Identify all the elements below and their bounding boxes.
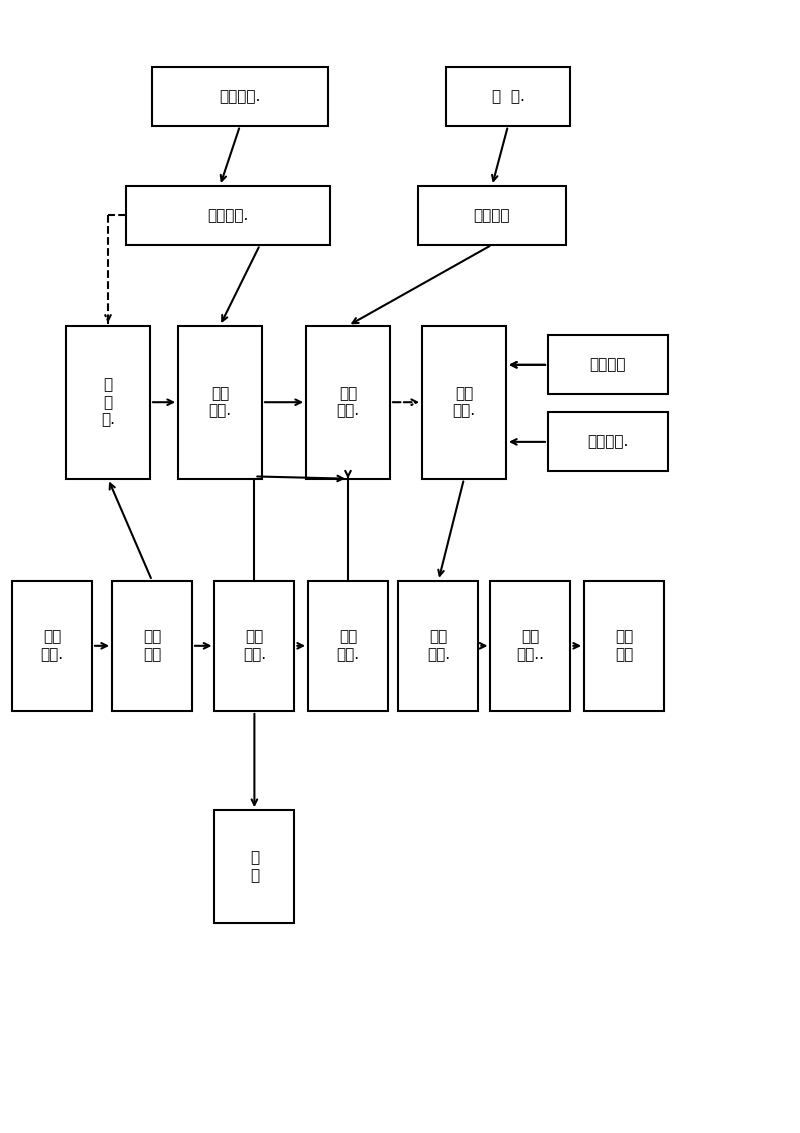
Text: 人畜粪便.: 人畜粪便. [587,434,629,450]
Bar [308,580,388,712]
Bar [214,810,294,923]
Text: 水力
破碎.: 水力 破碎. [209,386,231,418]
Text: 离心
分离.: 离心 分离. [243,630,266,662]
Text: 秸  秆.: 秸 秆. [491,88,525,104]
Bar [306,326,390,478]
Text: 剩余污泥: 剩余污泥 [590,357,626,373]
Bar [584,580,664,712]
Text: 除
油: 除 油 [250,851,259,883]
Text: 干
物
质.: 干 物 质. [101,377,115,427]
Bar [214,580,294,712]
Text: 综合分选.: 综合分选. [207,207,249,223]
Text: 菜刀破碎: 菜刀破碎 [474,207,510,223]
Bar [152,67,328,126]
Text: 切割
破碎.: 切割 破碎. [427,630,450,662]
Bar [112,580,192,712]
Bar [398,580,478,712]
Bar [548,412,668,471]
Bar [178,326,262,478]
Text: 旋流
除砂.: 旋流 除砂. [337,386,359,418]
Bar [12,580,92,712]
Bar [126,186,330,245]
Text: 粪污
垃圾.: 粪污 垃圾. [41,630,63,662]
Bar [418,186,566,245]
Bar [446,67,570,126]
Bar [422,326,506,478]
Text: 水解
底物: 水解 底物 [615,630,633,662]
Text: 螺旋
挤压: 螺旋 挤压 [143,630,161,662]
Bar [490,580,570,712]
Text: 生活垃圾.: 生活垃圾. [219,88,261,104]
Text: 水固
混合.: 水固 混合. [337,630,359,662]
Bar [66,326,150,478]
Text: 固液
分离.: 固液 分离. [453,386,475,418]
Bar [548,335,668,394]
Text: 均质
搅拌..: 均质 搅拌.. [517,630,544,662]
